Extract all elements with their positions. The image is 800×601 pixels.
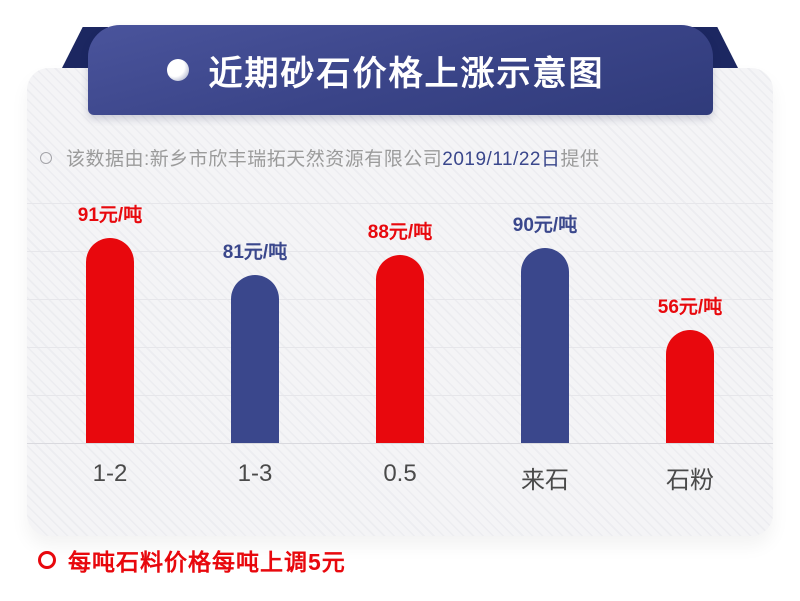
data-source-text: 该数据由:新乡市欣丰瑞拓天然资源有限公司2019/11/22日提供 — [66, 144, 599, 171]
bar-value-label: 90元/吨 — [512, 215, 578, 236]
bar-category-label: 1-2 — [92, 460, 128, 487]
bar-category-label: 来石 — [521, 467, 569, 494]
x-axis-baseline — [27, 443, 773, 444]
bar — [521, 248, 569, 443]
circle-bullet-icon — [40, 151, 52, 164]
footer-note: 每吨石料价格每吨上调5元 — [38, 543, 346, 577]
bar — [86, 238, 134, 443]
gridline — [27, 203, 773, 204]
bar-category-label: 石粉 — [666, 467, 714, 494]
source-date: 2019/11/22日 — [442, 149, 561, 170]
bar-value-label: 88元/吨 — [367, 222, 433, 243]
bar-category-label: 1-3 — [237, 460, 273, 487]
footer-note-text: 每吨石料价格每吨上调5元 — [68, 549, 346, 575]
title-banner: 近期砂石价格上涨示意图 — [88, 25, 713, 115]
bar — [376, 255, 424, 443]
title-bullet-icon — [166, 59, 189, 81]
bar — [666, 330, 714, 443]
bar-value-label: 81元/吨 — [222, 242, 288, 263]
page-title: 近期砂石价格上涨示意图 — [208, 54, 605, 93]
bar-value-label: 56元/吨 — [657, 297, 723, 318]
gridline — [27, 251, 773, 252]
bar — [231, 275, 279, 443]
data-source-note: 该数据由:新乡市欣丰瑞拓天然资源有限公司2019/11/22日提供 — [40, 144, 599, 171]
circle-bullet-icon — [38, 551, 56, 569]
source-prefix: 该数据由:新乡市欣丰瑞拓天然资源有限公司 — [66, 149, 443, 170]
bar-value-label: 91元/吨 — [77, 205, 143, 226]
source-suffix: 提供 — [560, 149, 600, 170]
bar-category-label: 0.5 — [383, 460, 417, 487]
